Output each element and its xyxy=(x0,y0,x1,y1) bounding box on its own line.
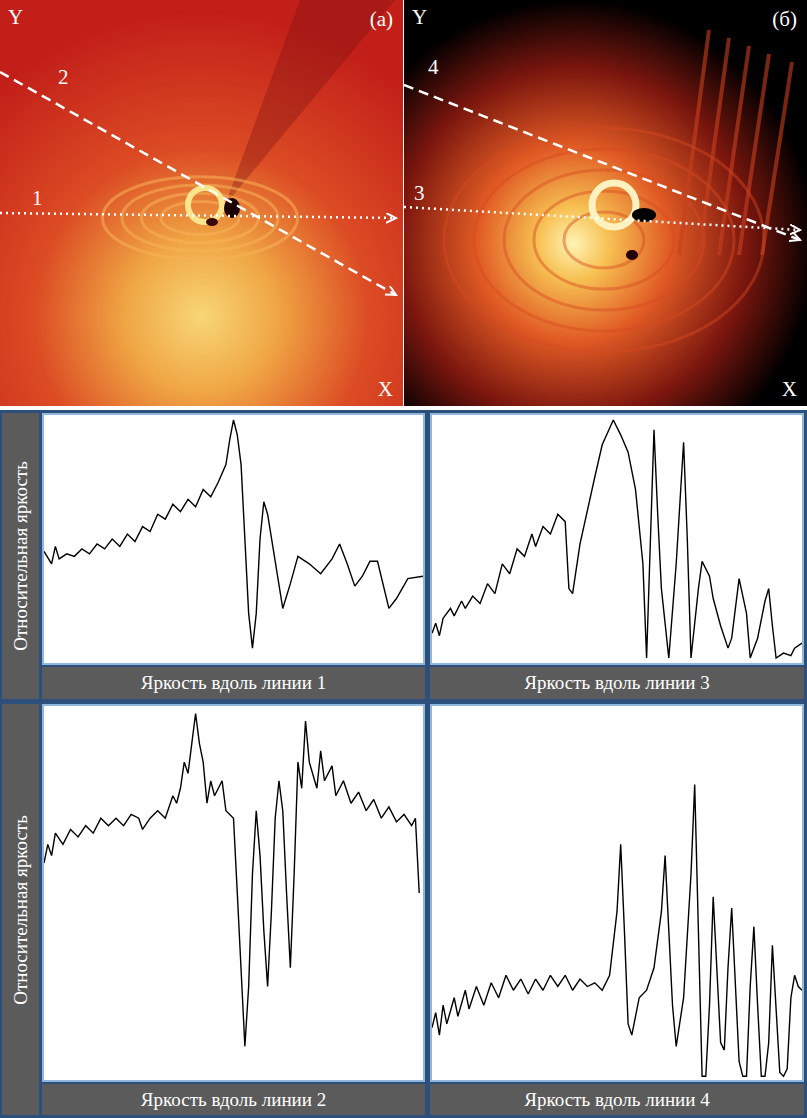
svg-text:(a): (a) xyxy=(370,7,393,31)
html-text:Яркость вдоль линии 2: Яркость вдоль линии 2 xyxy=(140,1088,327,1110)
svg-text:X: X xyxy=(782,377,797,401)
html-text:Яркость вдоль линии 1: Яркость вдоль линии 1 xyxy=(140,672,327,693)
svg-text:(б): (б) xyxy=(772,7,797,31)
html-text:Яркость вдоль линии 3: Яркость вдоль линии 3 xyxy=(524,672,710,693)
svg-text:X: X xyxy=(378,377,393,401)
svg-text:2: 2 xyxy=(58,65,69,89)
svg-text:Y: Y xyxy=(412,5,427,29)
svg-text:1: 1 xyxy=(32,186,43,210)
html-text:Относительная яркость: Относительная яркость xyxy=(9,461,31,651)
html-text:Яркость вдоль линии 4: Яркость вдоль линии 4 xyxy=(524,1088,710,1110)
svg-text:3: 3 xyxy=(414,181,425,205)
svg-text:Y: Y xyxy=(8,5,23,29)
html-text:Относительная яркость: Относительная яркость xyxy=(9,814,31,1005)
svg-text:4: 4 xyxy=(428,55,439,79)
